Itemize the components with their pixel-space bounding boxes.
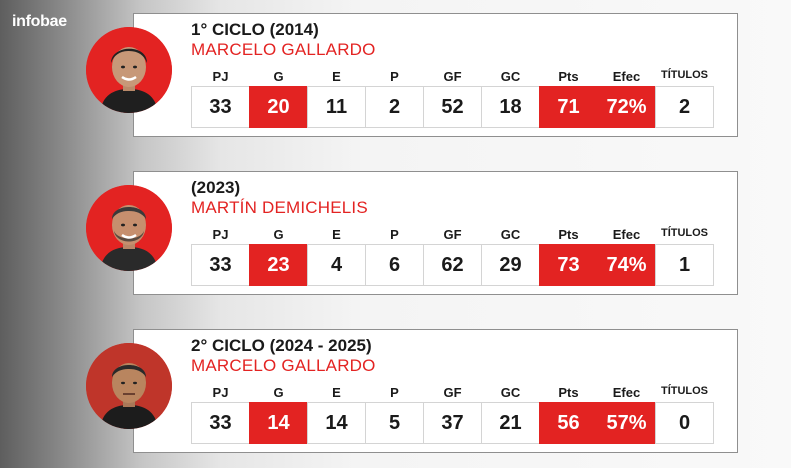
stat-value-pj: 33 — [191, 86, 250, 128]
cycle-title: (2023) — [191, 178, 241, 197]
stat-value-gc: 21 — [481, 402, 540, 444]
stat-label-titulos: TÍTULOS — [660, 385, 709, 397]
stat-labels-row: PJ G E P GF GC Pts Efec TÍTULOS — [191, 385, 713, 400]
coach-photo-icon — [86, 343, 172, 429]
stat-label-pj: PJ — [212, 69, 229, 84]
stat-value-titulos: 0 — [655, 402, 714, 444]
stat-value-e: 11 — [307, 86, 366, 128]
stat-value-p: 6 — [365, 244, 424, 286]
stat-value-titulos: 1 — [655, 244, 714, 286]
infobae-logo: infobae — [12, 13, 67, 30]
stat-label-gf: GF — [443, 227, 462, 242]
stat-value-p: 2 — [365, 86, 424, 128]
coach-card-gallardo-2024: 2° CICLO (2024 - 2025) MARCELO GALLARDO … — [86, 329, 738, 453]
stat-label-gf: GF — [443, 69, 462, 84]
stat-label-efec: Efec — [612, 385, 641, 400]
stat-value-pj: 33 — [191, 402, 250, 444]
stat-value-efec: 72% — [597, 86, 656, 128]
stat-values-row: 33 14 14 5 37 21 56 57% 0 — [191, 402, 714, 444]
stat-value-p: 5 — [365, 402, 424, 444]
stat-label-g: G — [273, 385, 284, 400]
stat-value-pts: 73 — [539, 244, 598, 286]
stat-value-efec: 57% — [597, 402, 656, 444]
stat-value-pts: 56 — [539, 402, 598, 444]
stat-value-pts: 71 — [539, 86, 598, 128]
stat-label-e: E — [332, 227, 341, 242]
stat-values-row: 33 23 4 6 62 29 73 74% 1 — [191, 244, 714, 286]
cycle-title: 1° CICLO (2014) — [191, 20, 319, 39]
stat-label-pj: PJ — [212, 227, 229, 242]
stat-label-titulos: TÍTULOS — [660, 227, 709, 239]
stat-values-row: 33 20 11 2 52 18 71 72% 2 — [191, 86, 714, 128]
stat-value-gc: 29 — [481, 244, 540, 286]
stat-label-efec: Efec — [612, 227, 641, 242]
stat-labels-row: PJ G E P GF GC Pts Efec TÍTULOS — [191, 227, 713, 242]
stat-label-pts: Pts — [558, 385, 579, 400]
coach-photo-icon — [86, 185, 172, 271]
coach-name: MARCELO GALLARDO — [191, 356, 376, 375]
coach-card-gallardo-2014: 1° CICLO (2014) MARCELO GALLARDO PJ G E … — [86, 13, 738, 137]
stat-label-e: E — [332, 385, 341, 400]
stat-label-pts: Pts — [558, 69, 579, 84]
stat-label-pts: Pts — [558, 227, 579, 242]
stat-label-titulos: TÍTULOS — [660, 69, 709, 81]
stat-value-g: 23 — [249, 244, 308, 286]
stat-value-g: 20 — [249, 86, 308, 128]
stat-value-gf: 37 — [423, 402, 482, 444]
stat-value-titulos: 2 — [655, 86, 714, 128]
stat-value-pj: 33 — [191, 244, 250, 286]
stat-label-gc: GC — [500, 227, 521, 242]
stat-label-gf: GF — [443, 385, 462, 400]
stat-value-g: 14 — [249, 402, 308, 444]
stat-value-e: 4 — [307, 244, 366, 286]
stat-value-gf: 62 — [423, 244, 482, 286]
stat-label-gc: GC — [500, 69, 521, 84]
stat-label-p: P — [390, 227, 399, 242]
coach-photo-icon — [86, 27, 172, 113]
stat-labels-row: PJ G E P GF GC Pts Efec TÍTULOS — [191, 69, 713, 84]
stat-value-gc: 18 — [481, 86, 540, 128]
stat-value-e: 14 — [307, 402, 366, 444]
stat-label-g: G — [273, 69, 284, 84]
stat-value-gf: 52 — [423, 86, 482, 128]
coach-name: MARCELO GALLARDO — [191, 40, 376, 59]
stat-label-pj: PJ — [212, 385, 229, 400]
stat-value-efec: 74% — [597, 244, 656, 286]
stat-label-e: E — [332, 69, 341, 84]
coach-card-demichelis-2023: (2023) MARTÍN DEMICHELIS PJ G E P GF GC … — [86, 171, 738, 295]
stat-label-g: G — [273, 227, 284, 242]
cycle-title: 2° CICLO (2024 - 2025) — [191, 336, 372, 355]
stat-label-efec: Efec — [612, 69, 641, 84]
stat-label-p: P — [390, 69, 399, 84]
coach-name: MARTÍN DEMICHELIS — [191, 198, 368, 217]
stat-label-p: P — [390, 385, 399, 400]
stat-label-gc: GC — [500, 385, 521, 400]
